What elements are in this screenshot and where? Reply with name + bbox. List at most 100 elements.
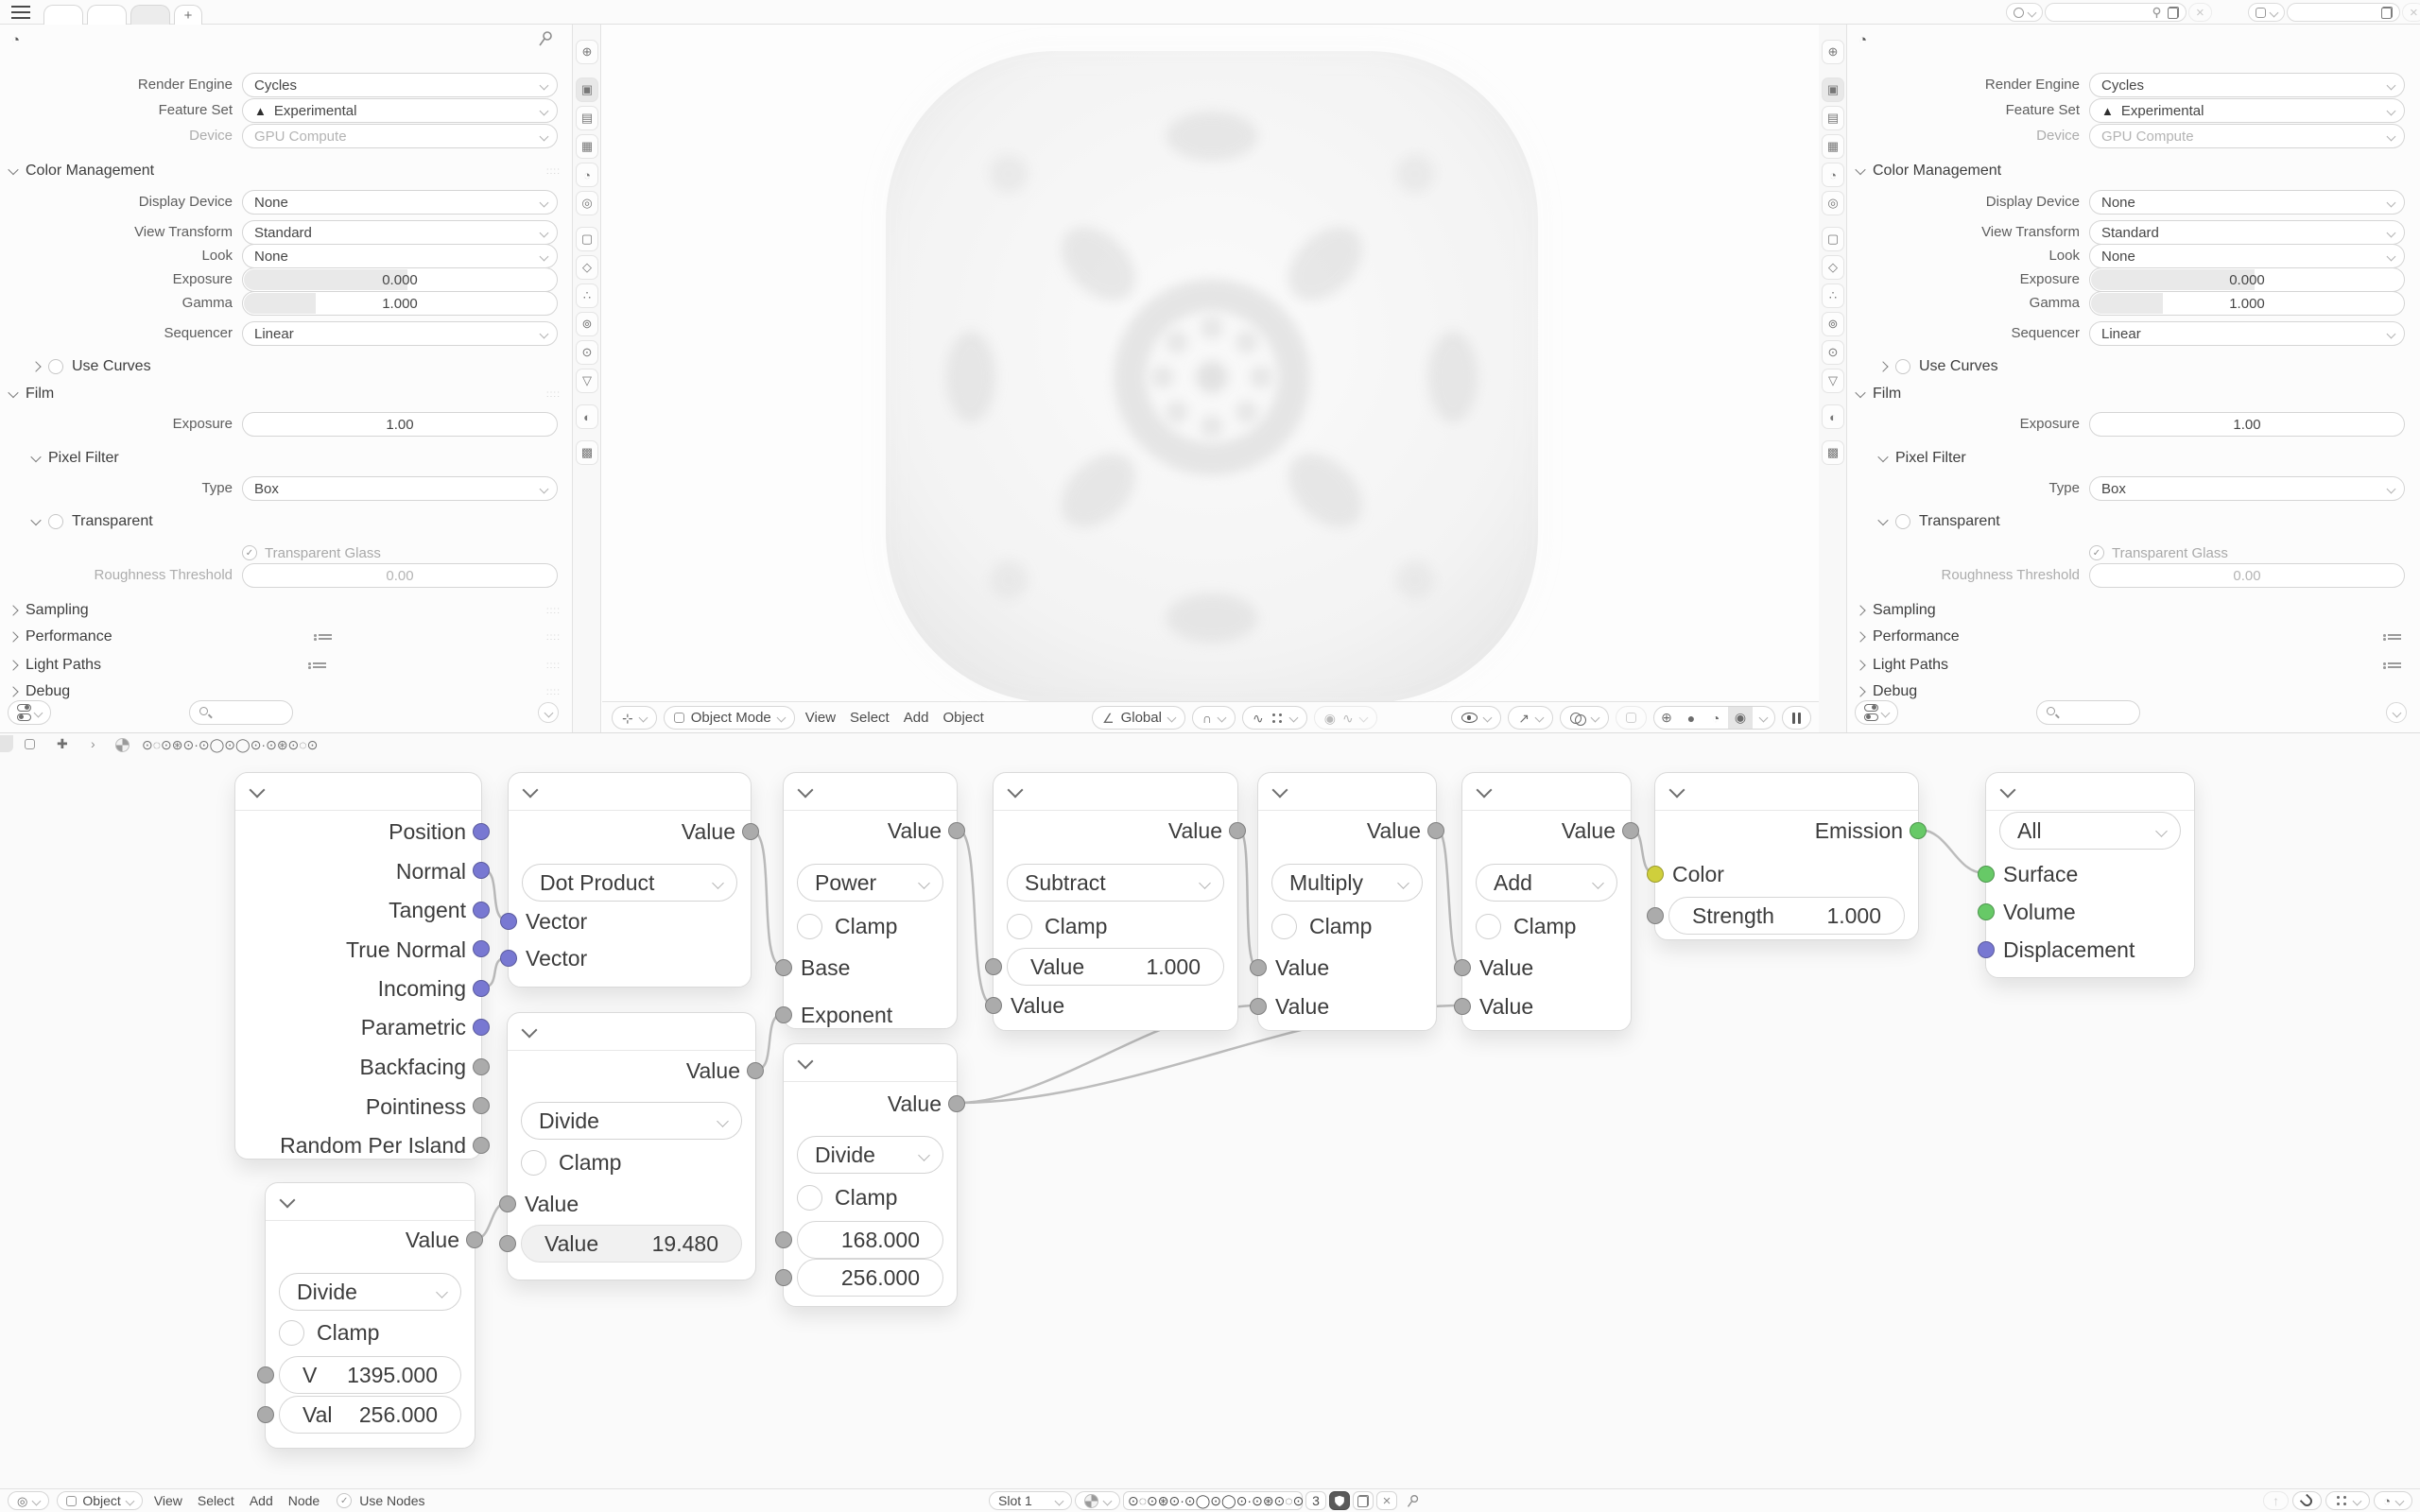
pixel-filter-header[interactable]: Pixel Filter: [30, 446, 561, 471]
shading-material-button[interactable]: ◔: [1711, 710, 1720, 726]
editor-type-button[interactable]: ◎: [8, 1491, 50, 1510]
node-geometry[interactable]: Position Normal Tangent True Normal Inco…: [234, 772, 490, 1160]
tab-object[interactable]: ▢: [1822, 227, 1844, 251]
operation-select[interactable]: Divide: [279, 1273, 461, 1311]
strength-field[interactable]: Strength 1.000: [1668, 897, 1905, 935]
input-socket[interactable]: [1647, 907, 1664, 924]
film-exposure-field[interactable]: 1.00: [2089, 412, 2405, 437]
render-engine-select[interactable]: Cycles: [242, 73, 558, 97]
output-socket[interactable]: [473, 1019, 490, 1036]
input-socket[interactable]: [499, 1195, 516, 1212]
collapse-chevron-icon[interactable]: [1476, 782, 1493, 799]
falloff-dropdown[interactable]: ◉ ∿: [1313, 706, 1377, 730]
pixel-filter-header[interactable]: Pixel Filter: [1877, 446, 2409, 471]
render-engine-select[interactable]: Cycles: [2089, 73, 2405, 97]
collapse-chevron-icon[interactable]: [797, 782, 814, 799]
transparent-checkbox[interactable]: [1895, 514, 1910, 529]
input-socket[interactable]: [985, 958, 1002, 975]
sampling-header[interactable]: Sampling::::: [8, 598, 561, 623]
node-header[interactable]: [1462, 773, 1631, 811]
output-socket[interactable]: [742, 823, 759, 840]
tab-object-data[interactable]: ▽: [576, 369, 598, 393]
clamp-checkbox[interactable]: [1007, 913, 1032, 939]
sampling-header[interactable]: Sampling: [1855, 598, 2409, 623]
light-paths-header[interactable]: Light Paths: [1855, 653, 2409, 678]
input-socket[interactable]: [775, 1006, 792, 1023]
node-header[interactable]: [784, 1044, 957, 1082]
feature-set-select[interactable]: ▲ Experimental: [2089, 98, 2405, 123]
display-device-select[interactable]: None: [2089, 190, 2405, 215]
input-socket[interactable]: [1978, 941, 1995, 958]
value-field[interactable]: Value 1.000: [1007, 948, 1224, 986]
workspace-tab-2[interactable]: [87, 5, 127, 25]
xray-toggle[interactable]: [1616, 706, 1647, 730]
output-socket[interactable]: [1622, 822, 1639, 839]
workspace-tab-1[interactable]: [43, 5, 83, 25]
input-socket[interactable]: [1250, 959, 1267, 976]
output-socket[interactable]: [948, 1095, 965, 1112]
shader-type-select[interactable]: Object: [57, 1491, 143, 1510]
gizmos-dropdown[interactable]: ↗: [1508, 706, 1553, 730]
tab-render[interactable]: ▣: [1822, 77, 1844, 102]
value-field[interactable]: V 1395.000: [279, 1356, 461, 1394]
copy-icon[interactable]: [2381, 6, 2393, 19]
collapse-chevron-icon[interactable]: [279, 1192, 296, 1209]
output-socket[interactable]: [473, 1097, 490, 1114]
preset-list-icon[interactable]: [2383, 634, 2401, 641]
roughness-threshold-field[interactable]: 0.00: [242, 563, 558, 588]
output-socket[interactable]: [473, 862, 490, 879]
input-socket[interactable]: [775, 1231, 792, 1248]
input-socket[interactable]: [500, 950, 517, 967]
tab-physics[interactable]: ⊚: [1822, 312, 1844, 336]
output-socket[interactable]: [473, 902, 490, 919]
collapse-chevron-icon[interactable]: [797, 1053, 814, 1070]
node-header[interactable]: [1986, 773, 2194, 811]
unlink-material-button[interactable]: ×: [1376, 1491, 1397, 1510]
operation-select[interactable]: Subtract: [1007, 864, 1224, 902]
visibility-dropdown[interactable]: [1451, 706, 1502, 730]
output-socket[interactable]: [747, 1062, 764, 1079]
input-socket[interactable]: [985, 997, 1002, 1014]
roughness-threshold-field[interactable]: 0.00: [2089, 563, 2405, 588]
output-socket[interactable]: [1910, 822, 1927, 839]
tab-output[interactable]: ▤: [576, 106, 598, 130]
display-device-select[interactable]: None: [242, 190, 558, 215]
tab-constraints[interactable]: ⊙: [576, 340, 598, 365]
datablock-type-button[interactable]: [2006, 3, 2043, 22]
input-socket[interactable]: [500, 913, 517, 930]
unlink-button[interactable]: ×: [2402, 3, 2420, 22]
shading-solid-button[interactable]: ●: [1686, 710, 1696, 726]
node-header[interactable]: [509, 773, 751, 811]
collapse-chevron-icon[interactable]: [1271, 782, 1288, 799]
transparent-checkbox[interactable]: [48, 514, 63, 529]
node-header[interactable]: [1655, 773, 1918, 811]
value-field[interactable]: Value 19.480: [521, 1225, 742, 1263]
tab-scene[interactable]: ◔: [576, 163, 598, 187]
output-socket[interactable]: [473, 1137, 490, 1154]
node-math-divide-3[interactable]: Value Divide Clamp V 1395.000 Val 256.000: [257, 1182, 483, 1449]
snap-dropdown[interactable]: ∩: [1191, 706, 1236, 730]
pause-render-button[interactable]: [1782, 706, 1811, 730]
use-curves-checkbox[interactable]: [1895, 359, 1910, 374]
output-socket[interactable]: [473, 940, 490, 957]
use-curves-header[interactable]: Use Curves: [1877, 354, 2409, 379]
material-browse-button[interactable]: [1075, 1491, 1120, 1510]
filter-toggle-button[interactable]: [1855, 700, 1898, 725]
film-exposure-field[interactable]: 1.00: [242, 412, 558, 437]
tab-particles[interactable]: ∴: [576, 284, 598, 308]
tab-view-layer[interactable]: ▦: [576, 134, 598, 159]
mode-select[interactable]: Object Mode: [663, 706, 795, 730]
node-math-divide-2[interactable]: Value Divide Clamp 168.000 256.000: [775, 1043, 965, 1307]
node-header[interactable]: [994, 773, 1237, 811]
input-socket[interactable]: [1454, 998, 1471, 1015]
tab-tool[interactable]: ⊕: [576, 40, 598, 64]
collapse-chevron-icon[interactable]: [1668, 782, 1685, 799]
tab-physics[interactable]: ⊚: [576, 312, 598, 336]
shader-node-editor[interactable]: ✚ › ⊙◌⊙⊛⊙·⊙◯⊙◯⊙·⊙⊛⊙◌⊙: [0, 732, 2420, 1512]
node-math-subtract[interactable]: Value Subtract Clamp Value 1.000 Value: [985, 772, 1246, 1031]
users-count-button[interactable]: 3: [1305, 1491, 1326, 1510]
tab-scene[interactable]: ◔: [1822, 163, 1844, 187]
performance-header[interactable]: Performance::::: [8, 625, 561, 649]
node-header[interactable]: [508, 1013, 755, 1051]
film-header[interactable]: Film: [1855, 382, 2409, 406]
